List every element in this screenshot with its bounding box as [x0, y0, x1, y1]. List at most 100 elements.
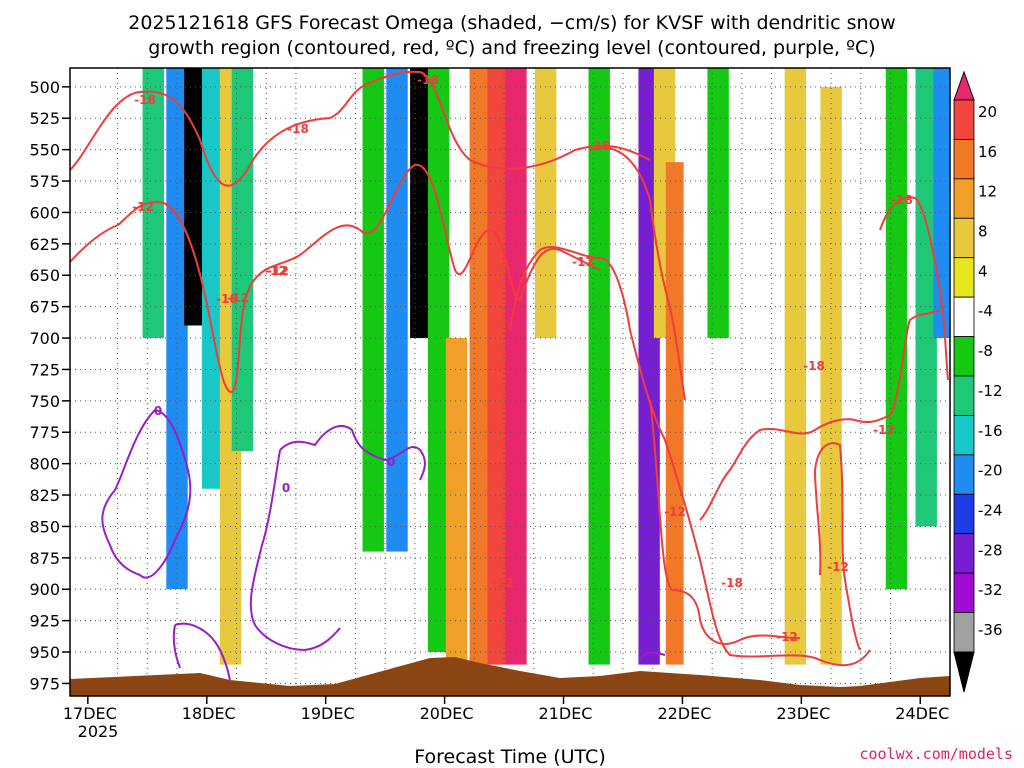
omega-band-26 — [683, 68, 706, 665]
x-tick-label-1: 18DEC — [182, 704, 236, 723]
colorbar-swatch-1 — [953, 139, 975, 180]
y-tick-label-16: 900 — [29, 580, 60, 599]
chart-title-line-2: growth region (contoured, red, ºC) and f… — [148, 37, 875, 59]
red-contour-3 — [699, 309, 941, 521]
colorbar-label-10: -24 — [978, 501, 1003, 519]
omega-band-14 — [427, 68, 450, 653]
x-tick-label-6: 23DEC — [776, 704, 830, 723]
colorbar-swatch-7 — [953, 375, 975, 416]
omega-band-13 — [410, 68, 432, 339]
red-contour-0 — [70, 70, 651, 187]
omega-band-12 — [386, 68, 408, 552]
omega-shading — [77, 68, 950, 665]
red-contour-label-14: -12 — [827, 560, 849, 574]
colorbar-swatch-4 — [953, 257, 975, 298]
y-tick-label-19: 975 — [29, 674, 60, 693]
omega-band-35 — [933, 68, 950, 339]
colorbar-label-11: -28 — [978, 541, 1003, 559]
red-contour-label-4: -18 — [216, 292, 238, 306]
colorbar-label-4: 4 — [978, 262, 988, 280]
colorbar-swatch-13 — [953, 612, 975, 653]
colorbar-swatch-6 — [953, 336, 975, 377]
colorbar-label-5: -4 — [978, 302, 993, 320]
red-contour-label-15: -18 — [891, 193, 913, 207]
y-tick-label-15: 875 — [29, 549, 60, 568]
contour-labels: -18-18-18-18-18-12-12-12-18-12-12-12-12-… — [132, 73, 913, 644]
red-contour-5 — [813, 442, 861, 651]
omega-band-10 — [332, 68, 355, 339]
omega-band-9 — [297, 68, 319, 339]
colorbar-label-8: -16 — [978, 422, 1003, 440]
plot-gridlines — [70, 68, 950, 696]
omega-band-1 — [112, 68, 135, 489]
red-contour-label-16: -12 — [227, 291, 249, 305]
omega-band-17 — [487, 68, 509, 665]
colorbar-label-13: -36 — [978, 621, 1003, 639]
omega-band-8 — [261, 68, 283, 364]
omega-band-2 — [142, 68, 164, 339]
y-tick-label-17: 925 — [29, 612, 60, 631]
credit-label: coolwx.com/models — [859, 745, 1013, 763]
y-tick-label-3: 575 — [29, 172, 60, 191]
red-contour-4 — [649, 399, 801, 645]
y-axis: 500 525 550 575 600 625 650 675 700 725 750 775 800 8… — [29, 78, 70, 693]
omega-band-16 — [469, 68, 491, 665]
y-tick-label-4: 600 — [29, 203, 60, 222]
omega-band-31 — [820, 86, 842, 665]
colorbar-label-6: -8 — [978, 342, 993, 360]
red-contour-label-8: -18 — [803, 359, 825, 373]
omega-band-4 — [184, 68, 206, 326]
omega-band-32 — [856, 68, 878, 339]
red-contour-7 — [589, 146, 686, 401]
red-contour-label-12: -12 — [776, 630, 798, 644]
omega-band-11 — [362, 68, 384, 552]
colorbar-label-7: -12 — [978, 382, 1003, 400]
colorbar-label-3: 8 — [978, 223, 988, 241]
y-tick-label-2: 550 — [29, 141, 60, 160]
red-contour-6 — [879, 196, 949, 381]
y-tick-label-18: 950 — [29, 643, 60, 662]
purple-contour-2 — [249, 425, 426, 652]
purple-contour-0 — [101, 409, 192, 579]
y-tick-label-7: 675 — [29, 298, 60, 317]
x-axis-year-label: 2025 — [78, 722, 119, 741]
x-tick-label-2: 19DEC — [301, 704, 355, 723]
omega-band-34 — [915, 68, 937, 527]
red-contour-label-0: -18 — [134, 93, 156, 107]
red-contour-1 — [70, 163, 601, 393]
colorbar-swatch-10 — [953, 493, 975, 535]
colorbar-label-9: -20 — [978, 462, 1003, 480]
omega-band-28 — [731, 68, 753, 364]
omega-band-30 — [784, 68, 807, 665]
y-tick-label-1: 525 — [29, 109, 60, 128]
purple-contour-1 — [172, 622, 231, 681]
purple-contour-label-0: 0 — [154, 404, 162, 418]
red-contour-label-13: -18 — [721, 576, 743, 590]
chart-title-line-1: 2025121618 GFS Forecast Omega (shaded, −… — [128, 12, 895, 34]
colorbar-label-12: -32 — [978, 581, 1003, 599]
colorbar: 20 16 12 8 4 -4 -8 -12 -16 -20 -24 -28 -32 -36 — [953, 70, 1003, 693]
x-axis-title: Forecast Time (UTC) — [414, 746, 605, 768]
y-tick-label-6: 650 — [29, 266, 60, 285]
red-contour-label-5: -12 — [132, 200, 154, 214]
omega-band-15 — [445, 338, 468, 665]
omega-band-5 — [202, 68, 224, 489]
colorbar-top-arrow — [953, 70, 975, 101]
x-tick-label-3: 20DEC — [420, 704, 474, 723]
omega-band-33 — [885, 68, 908, 590]
y-tick-label-12: 800 — [29, 455, 60, 474]
colorbar-swatch-8 — [953, 415, 975, 456]
y-tick-label-5: 625 — [29, 235, 60, 254]
red-contour-label-9: -12 — [873, 423, 895, 437]
red-contour-label-3: -18 — [417, 73, 439, 87]
x-tick-label-4: 21DEC — [539, 704, 593, 723]
colorbar-bottom-arrow — [953, 651, 975, 693]
y-tick-label-0: 500 — [29, 78, 60, 97]
colorbar-swatch-9 — [953, 454, 975, 495]
colorbar-label-2: 12 — [978, 183, 997, 201]
red-contour-label-6: -12 — [267, 264, 289, 278]
terrain-surface — [70, 657, 950, 696]
y-tick-label-11: 775 — [29, 423, 60, 442]
red-contour-2 — [509, 245, 871, 667]
colorbar-swatch-3 — [953, 217, 975, 259]
